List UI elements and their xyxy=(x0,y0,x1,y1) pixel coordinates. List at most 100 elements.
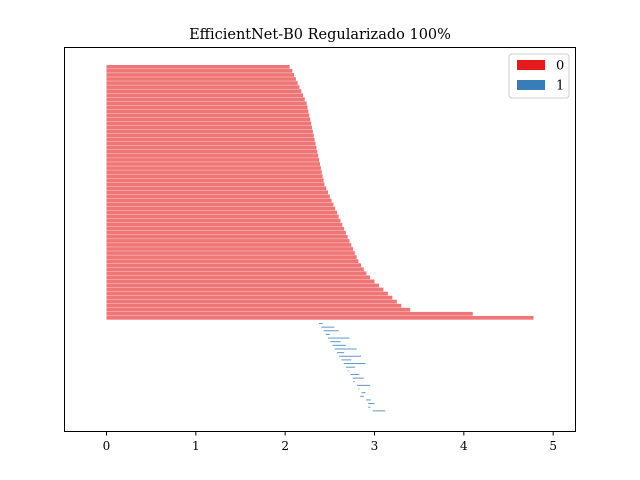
bar-0-42 xyxy=(106,235,348,239)
bar-1-9 xyxy=(339,355,362,357)
bar-1-20 xyxy=(360,395,364,397)
bar-0-40 xyxy=(106,226,345,231)
bar-0-61 xyxy=(106,311,473,316)
bar-0-9 xyxy=(106,101,307,106)
bar-0-50 xyxy=(106,267,364,272)
legend-label-1: 1 xyxy=(556,79,564,94)
x-axis: 0 1 2 3 4 5 xyxy=(103,431,557,453)
bar-0-3 xyxy=(106,77,296,81)
bar-1-0 xyxy=(319,323,323,324)
x-tick-label-3: 3 xyxy=(371,439,379,453)
bar-0-62 xyxy=(106,315,534,320)
bar-1-2 xyxy=(323,330,339,332)
bar-1-23 xyxy=(368,406,371,408)
bar-1-14 xyxy=(350,373,360,375)
bar-0-23 xyxy=(106,158,320,162)
bar-0-20 xyxy=(106,145,317,150)
bar-0-38 xyxy=(106,218,341,223)
bar-0-27 xyxy=(106,174,323,179)
bar-0-44 xyxy=(106,243,352,247)
x-tick-label-4: 4 xyxy=(460,439,468,453)
bar-0-55 xyxy=(106,287,384,292)
bar-0-10 xyxy=(106,105,308,110)
bar-1-4 xyxy=(328,337,350,339)
bar-0-48 xyxy=(106,259,359,264)
legend-swatch-1 xyxy=(517,80,545,90)
bar-0-16 xyxy=(106,129,313,134)
bar-0-35 xyxy=(106,206,336,211)
bar-1-7 xyxy=(334,348,357,350)
bar-0-37 xyxy=(106,214,339,219)
bar-0-59 xyxy=(106,303,402,308)
bar-0-11 xyxy=(106,109,309,114)
bar-0-22 xyxy=(106,154,319,158)
bar-1-17 xyxy=(357,384,371,386)
series-1-bars xyxy=(319,323,386,412)
bar-0-43 xyxy=(106,239,350,243)
bar-1-10 xyxy=(341,359,352,361)
bar-0-0 xyxy=(106,65,290,69)
plot-frame xyxy=(64,47,576,432)
bar-0-60 xyxy=(106,307,411,312)
bar-0-51 xyxy=(106,271,367,276)
bar-0-36 xyxy=(106,210,337,215)
bar-0-5 xyxy=(106,85,300,89)
bar-0-18 xyxy=(106,137,315,142)
bar-0-41 xyxy=(106,230,346,235)
legend-swatch-0 xyxy=(517,60,545,70)
bar-0-56 xyxy=(106,291,388,296)
bar-1-18 xyxy=(358,388,360,390)
x-tick-label-0: 0 xyxy=(103,439,111,453)
bar-1-11 xyxy=(343,363,366,365)
x-tick-label-5: 5 xyxy=(549,439,557,453)
bar-0-4 xyxy=(106,81,298,85)
bar-0-24 xyxy=(106,162,320,166)
bar-1-3 xyxy=(325,333,330,335)
bar-0-33 xyxy=(106,198,332,203)
bar-1-1 xyxy=(321,326,335,328)
bar-0-31 xyxy=(106,190,329,195)
bar-0-13 xyxy=(106,117,311,122)
bar-1-22 xyxy=(368,403,375,405)
bar-0-39 xyxy=(106,222,343,227)
bar-1-21 xyxy=(366,399,371,401)
bar-0-6 xyxy=(106,89,302,94)
bar-0-45 xyxy=(106,247,354,251)
bar-1-8 xyxy=(336,352,345,354)
bar-1-6 xyxy=(332,344,346,346)
bar-0-15 xyxy=(106,125,312,130)
bar-0-14 xyxy=(106,121,312,126)
bar-0-1 xyxy=(106,69,293,73)
bar-0-32 xyxy=(106,194,330,199)
bar-0-34 xyxy=(106,202,334,207)
bar-0-19 xyxy=(106,141,316,146)
bar-0-49 xyxy=(106,263,362,268)
bar-0-58 xyxy=(106,299,397,304)
legend-label-0: 0 xyxy=(556,59,564,74)
series-0-bars xyxy=(106,65,534,320)
bar-0-52 xyxy=(106,275,371,280)
bar-0-28 xyxy=(106,178,324,183)
bar-0-26 xyxy=(106,170,322,174)
x-tick-label-1: 1 xyxy=(192,439,200,453)
bar-0-46 xyxy=(106,251,355,255)
bar-1-5 xyxy=(330,341,341,343)
bar-0-8 xyxy=(106,97,305,102)
bar-0-47 xyxy=(106,255,357,259)
legend: 0 1 xyxy=(508,53,570,99)
bar-1-24 xyxy=(372,410,386,412)
bar-0-57 xyxy=(106,295,393,300)
bar-1-16 xyxy=(353,381,355,383)
bar-0-12 xyxy=(106,113,310,118)
bar-0-30 xyxy=(106,186,327,191)
bar-1-15 xyxy=(352,377,364,379)
x-tick-label-2: 2 xyxy=(281,439,289,453)
bar-0-17 xyxy=(106,133,314,138)
bar-1-19 xyxy=(361,392,366,394)
bar-0-53 xyxy=(106,279,375,284)
bar-0-29 xyxy=(106,182,325,187)
bar-0-54 xyxy=(106,283,379,288)
bar-0-2 xyxy=(106,73,295,77)
bar-1-13 xyxy=(347,370,349,372)
